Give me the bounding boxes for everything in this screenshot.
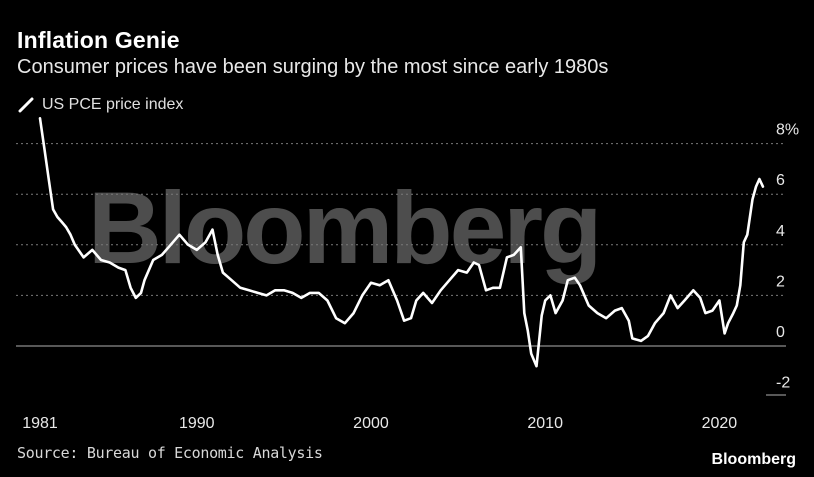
chart-subtitle: Consumer prices have been surging by the… (17, 56, 609, 78)
y-tick-label: 8% (776, 122, 799, 139)
legend: US PCE price index (18, 96, 183, 114)
x-tick-labels: 1981 1990 2000 2010 2020 (22, 415, 737, 432)
x-tick-label: 1981 (22, 415, 58, 432)
series-group (38, 117, 765, 368)
x-tick-label: 1990 (179, 415, 215, 432)
x-tick-label: 2010 (527, 415, 563, 432)
y-tick-label: -2 (776, 375, 790, 392)
brand-logo: Bloomberg (711, 451, 796, 468)
y-tick-labels: 8% 6 4 2 0 -2 (776, 122, 799, 392)
x-tick-label: 2000 (353, 415, 389, 432)
source-note: Source: Bureau of Economic Analysis (17, 444, 323, 462)
y-tick-label: 4 (776, 223, 785, 240)
legend-label: US PCE price index (42, 96, 184, 113)
series-line-pce (38, 117, 765, 368)
chart-title: Inflation Genie (17, 27, 180, 53)
gridlines (16, 143, 786, 296)
x-tick-label: 2020 (702, 415, 738, 432)
y-tick-label: 0 (776, 324, 785, 341)
axes (16, 345, 786, 396)
y-tick-label: 2 (776, 273, 785, 290)
legend-line-icon (18, 97, 34, 113)
y-tick-label: 6 (776, 172, 785, 189)
